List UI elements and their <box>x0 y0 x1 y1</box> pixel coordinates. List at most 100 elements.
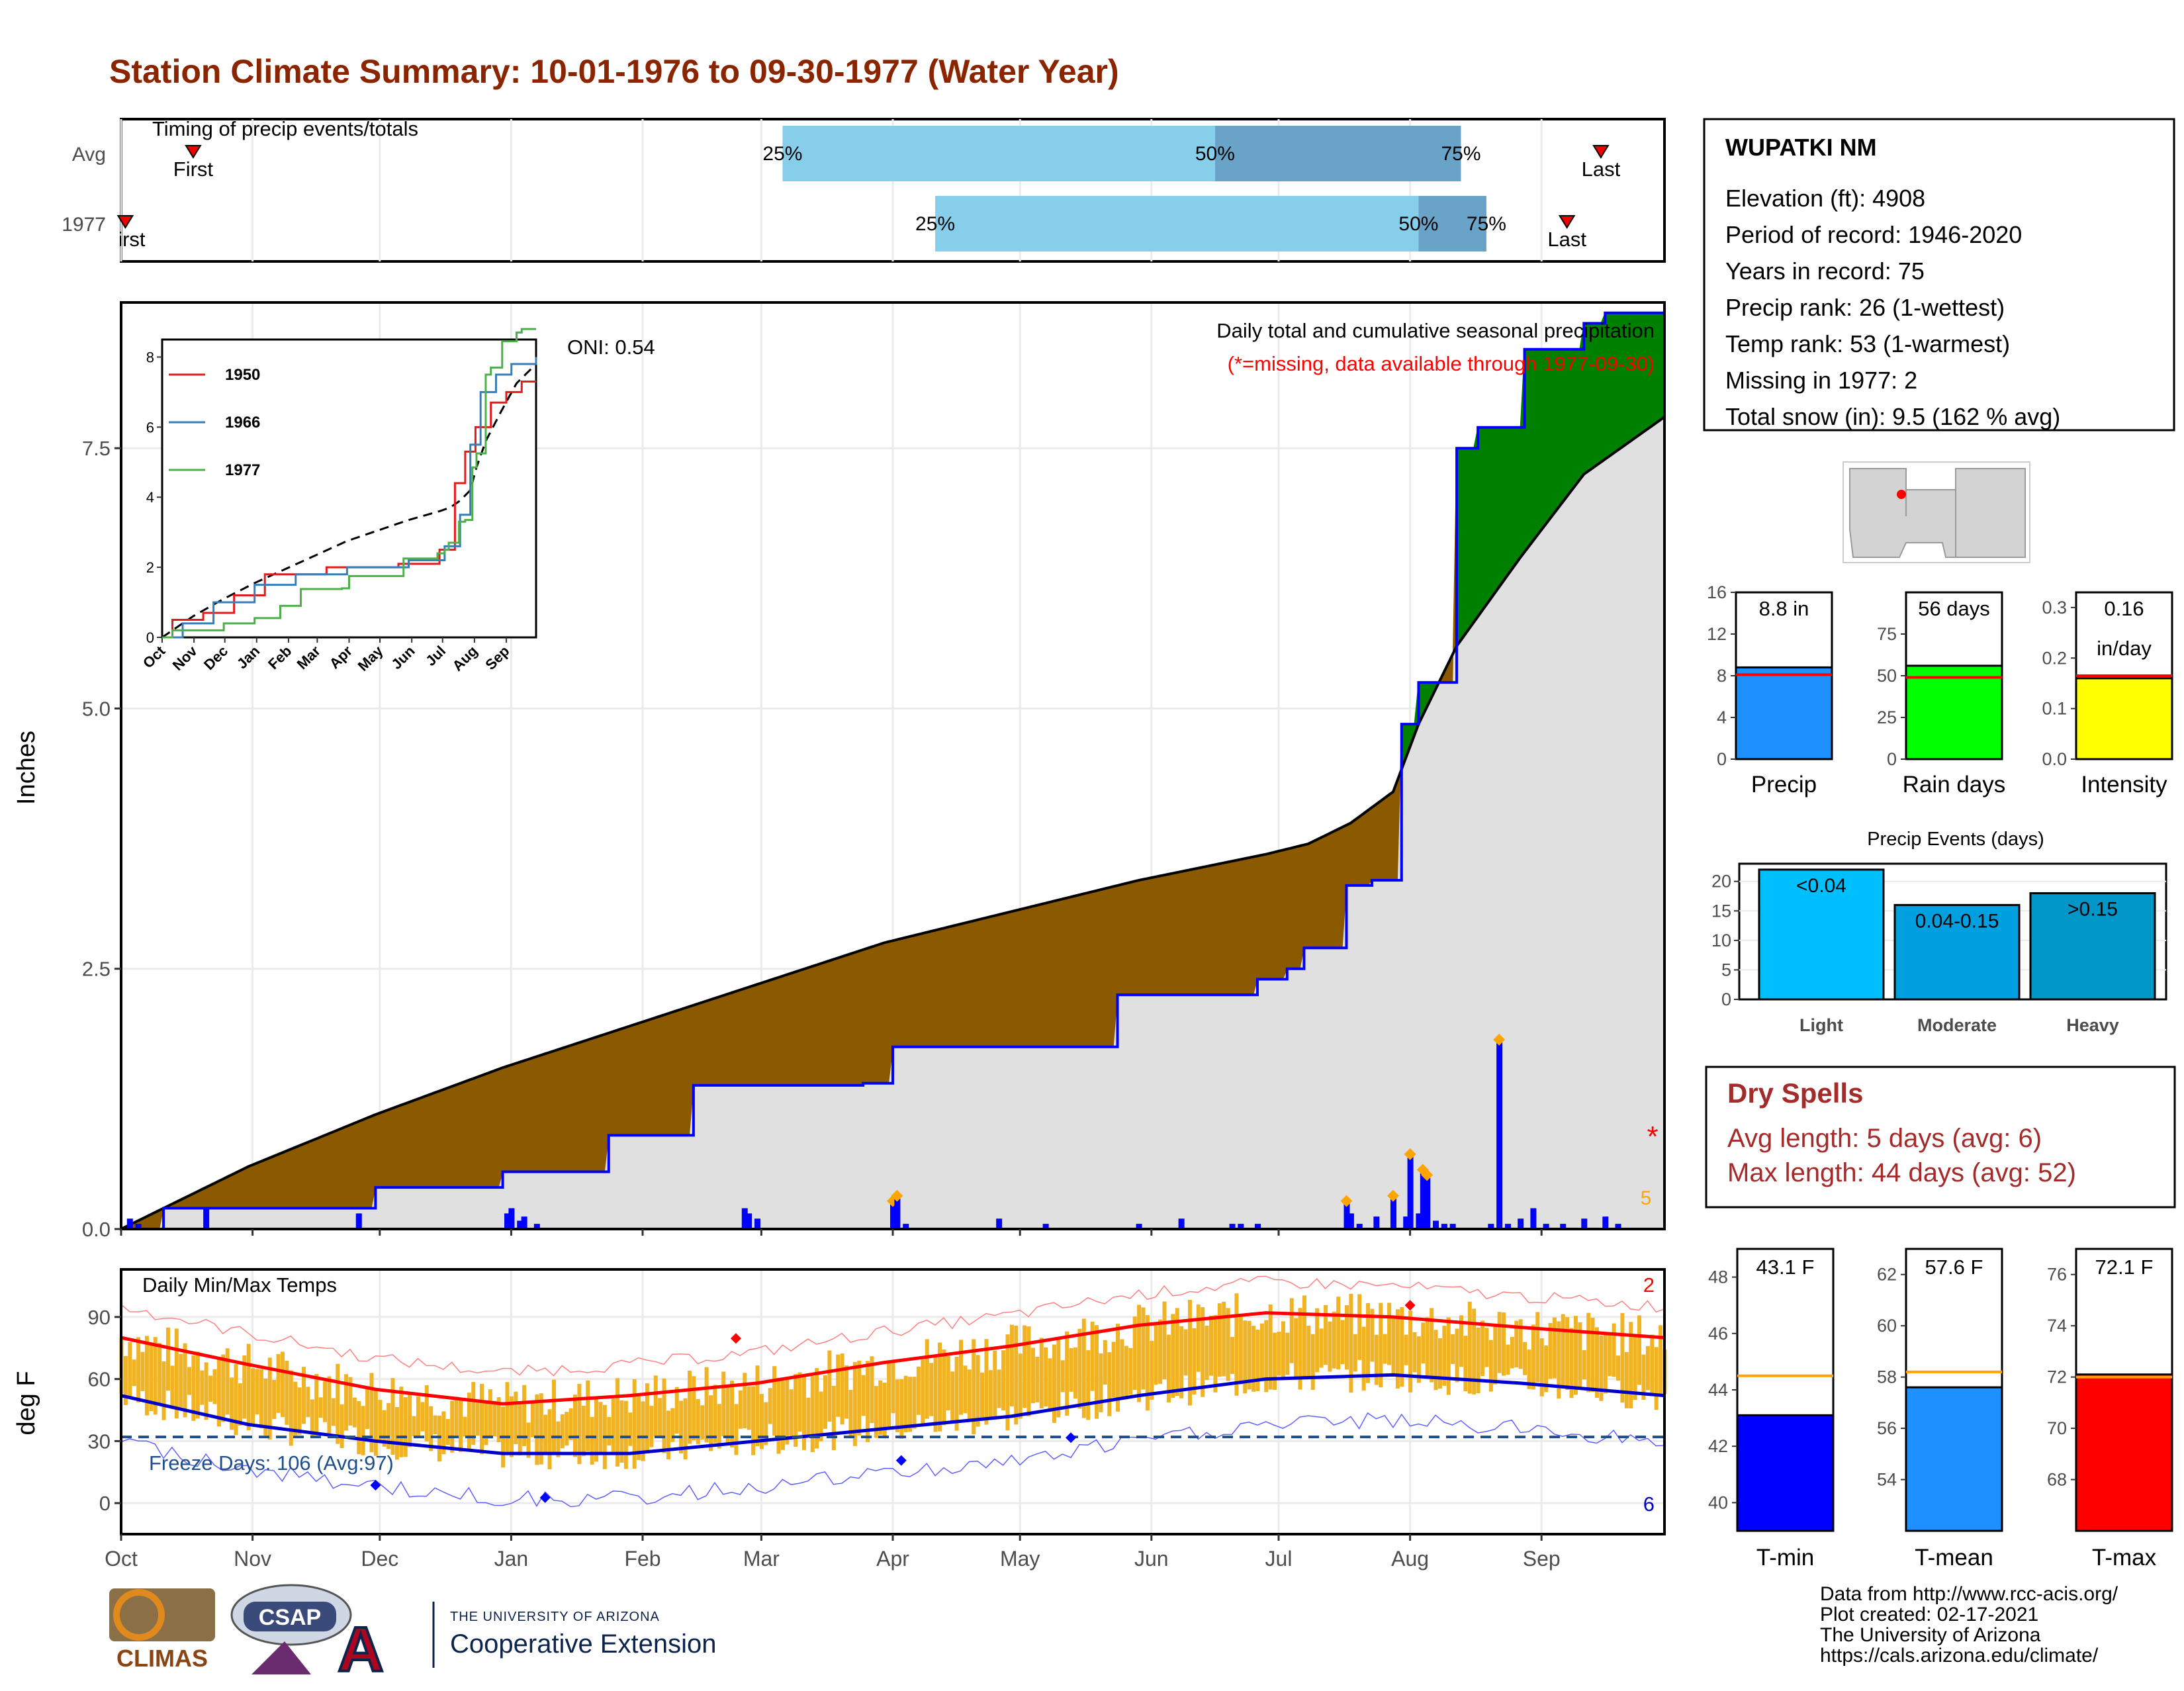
daily-temp-bar <box>1379 1303 1383 1388</box>
daily-temp-bar <box>581 1405 586 1457</box>
daily-temp-bar <box>204 1362 208 1420</box>
daily-temp-bar <box>357 1401 361 1455</box>
daily-precip-bar <box>1449 1224 1456 1229</box>
daily-temp-bar <box>140 1351 145 1391</box>
daily-temp-bar <box>1345 1305 1349 1370</box>
daily-temp-bar <box>674 1387 679 1434</box>
dry-spells-max: Max length: 44 days (avg: 52) <box>1727 1158 2076 1187</box>
daily-temp-bar <box>1166 1334 1171 1403</box>
summary-ytick-label: 0 <box>1887 749 1897 769</box>
daily-temp-bar <box>144 1336 149 1416</box>
daily-temp-bar <box>1361 1326 1366 1391</box>
daily-temp-bar <box>535 1394 539 1465</box>
temp-summary-ytick-label: 70 <box>2047 1418 2067 1438</box>
daily-temp-bar <box>916 1366 921 1415</box>
daily-precip-bar <box>1356 1224 1363 1229</box>
daily-temp-bar <box>191 1355 196 1421</box>
daily-temp-bar <box>573 1394 578 1457</box>
inset-ytick-label: 2 <box>146 559 154 576</box>
daily-temp-bar <box>823 1375 827 1429</box>
month-tick-label: Oct <box>105 1547 138 1571</box>
daily-temp-bar <box>365 1386 370 1430</box>
temp-summary-ytick-label: 68 <box>2047 1470 2067 1490</box>
daily-temp-bar <box>1247 1320 1251 1390</box>
daily-temp-bar <box>857 1360 862 1436</box>
daily-temp-bar <box>623 1400 628 1469</box>
daily-temp-bar <box>1603 1334 1608 1394</box>
daily-temp-bar <box>645 1383 649 1453</box>
daily-temp-bar <box>1387 1303 1392 1365</box>
daily-temp-bar <box>373 1389 378 1456</box>
daily-temp-bar <box>246 1344 251 1431</box>
daily-temp-bar <box>1353 1334 1357 1372</box>
month-tick-label: Feb <box>624 1547 660 1571</box>
daily-temp-bar <box>632 1379 637 1469</box>
daily-temp-bar <box>1124 1346 1128 1398</box>
daily-temp-bar <box>187 1367 192 1395</box>
timing-marker-label: Last <box>1547 228 1586 251</box>
daily-precip-bar <box>517 1220 523 1229</box>
daily-temp-bar <box>789 1389 794 1438</box>
daily-temp-bar <box>496 1397 501 1443</box>
daily-precip-bar <box>1407 1156 1414 1229</box>
daily-temp-bar <box>158 1343 162 1405</box>
daily-temp-bar <box>861 1375 866 1416</box>
station-box <box>1703 118 2175 432</box>
record-high-marker <box>1404 1300 1416 1311</box>
daily-temp-bar <box>1506 1344 1510 1375</box>
temp-summary-ytick-label: 62 <box>1877 1265 1897 1285</box>
daily-precip-bar <box>1136 1224 1142 1229</box>
daily-temp-bar <box>382 1410 387 1447</box>
daily-temp-bar <box>683 1398 688 1460</box>
temp-summary-value: 72.1 F <box>2095 1256 2154 1279</box>
summary-value: 0.16 <box>2104 597 2144 620</box>
daily-temp-bar <box>1099 1353 1103 1412</box>
climas-logo: CLIMAS <box>109 1588 215 1672</box>
daily-temp-bar <box>1383 1334 1387 1364</box>
daily-temp-bar <box>344 1374 349 1431</box>
daily-temp-bar <box>1111 1342 1116 1398</box>
daily-temp-bar <box>1442 1326 1447 1386</box>
daily-temp-bar <box>1514 1320 1519 1368</box>
daily-temp-bar <box>514 1391 518 1445</box>
daily-precip-bar <box>521 1216 527 1229</box>
timing-p25: 25% <box>915 213 955 235</box>
daily-temp-bar <box>1251 1326 1256 1392</box>
events-ytick-label: 15 <box>1711 901 1731 921</box>
daily-temp-bar <box>1081 1318 1086 1418</box>
daily-temp-bar <box>331 1398 336 1426</box>
precip-ytick-label: 5.0 <box>82 697 111 720</box>
temp-summary-ytick-label: 54 <box>1877 1470 1897 1490</box>
daily-precip-marker <box>1421 1169 1433 1181</box>
daily-temp-bar <box>412 1416 416 1437</box>
daily-precip-bar <box>1403 1216 1410 1229</box>
daily-temp-bar <box>310 1399 314 1438</box>
inset-panel <box>161 338 537 639</box>
events-ytick-label: 0 <box>1721 989 1731 1009</box>
timing-marker-label: First <box>173 158 214 181</box>
inset-legend-label: 1977 <box>225 461 260 479</box>
daily-precip-bar <box>1254 1224 1261 1229</box>
daily-temp-bar <box>1488 1340 1493 1392</box>
daily-temp-bar <box>976 1355 980 1427</box>
daily-temp-bar <box>1018 1353 1023 1419</box>
daily-precip-bar <box>1416 1213 1422 1229</box>
daily-precip-bar <box>533 1224 540 1229</box>
daily-temp-bar <box>815 1368 819 1449</box>
csap-logo: CSAP <box>230 1584 352 1674</box>
timing-p25: 25% <box>762 143 802 165</box>
page-title: Station Climate Summary: 10-01-1976 to 0… <box>109 53 1119 90</box>
daily-temp-bar <box>912 1377 917 1429</box>
timing-p50: 50% <box>1398 213 1438 235</box>
summary-ytick-label: 0.2 <box>2042 648 2067 668</box>
daily-temp-bar <box>794 1373 798 1447</box>
daily-temp-bar <box>1060 1360 1065 1393</box>
daily-temp-bar <box>1302 1295 1306 1377</box>
daily-precip-bar <box>504 1213 510 1229</box>
daily-temp-bar <box>174 1328 179 1419</box>
daily-temp-bar <box>327 1376 332 1436</box>
daily-temp-bar <box>870 1356 874 1424</box>
timing-row-label: 1977 <box>62 214 106 236</box>
daily-temp-bar <box>1217 1303 1222 1377</box>
summary-label: Rain days <box>1903 772 2006 798</box>
